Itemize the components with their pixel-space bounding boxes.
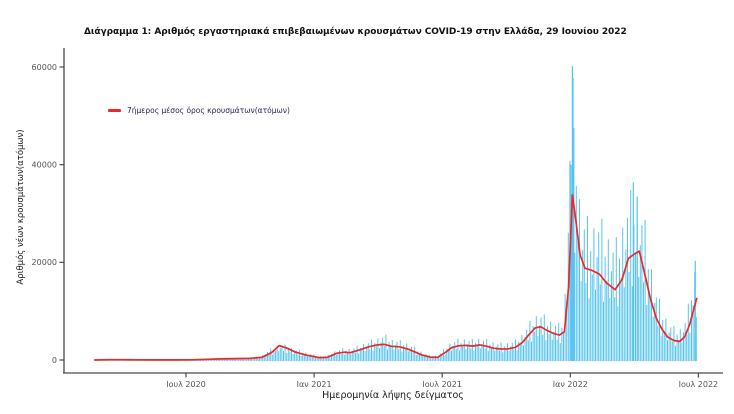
x-tick-label: Ιαν 2021 (297, 380, 332, 389)
chart-title: Διάγραμμα 1: Αριθμός εργαστηριακά επιβεβ… (84, 27, 627, 37)
x-tick-label: Ιουλ 2021 (422, 380, 462, 389)
legend-red-line-swatch (108, 109, 121, 112)
x-tick-label: Ιουλ 2022 (679, 380, 719, 389)
y-tick-label: 20000 (32, 258, 57, 267)
y-tick-label: 40000 (32, 160, 57, 169)
avg-line-series (93, 194, 698, 361)
x-tick-label: Ιαν 2022 (553, 380, 588, 389)
y-tick-label: 60000 (32, 63, 57, 72)
legend-label: 7ήμερος μέσος όρος κρουσμάτων(ατόμων) (127, 106, 290, 115)
y-tick-label: 0 (52, 356, 57, 365)
x-tick-label: Ιουλ 2020 (166, 380, 206, 389)
x-axis-title: Ημερομηνία λήψης δείγματος (322, 390, 464, 401)
legend: 7ήμερος μέσος όρος κρουσμάτων(ατόμων) (108, 106, 290, 115)
